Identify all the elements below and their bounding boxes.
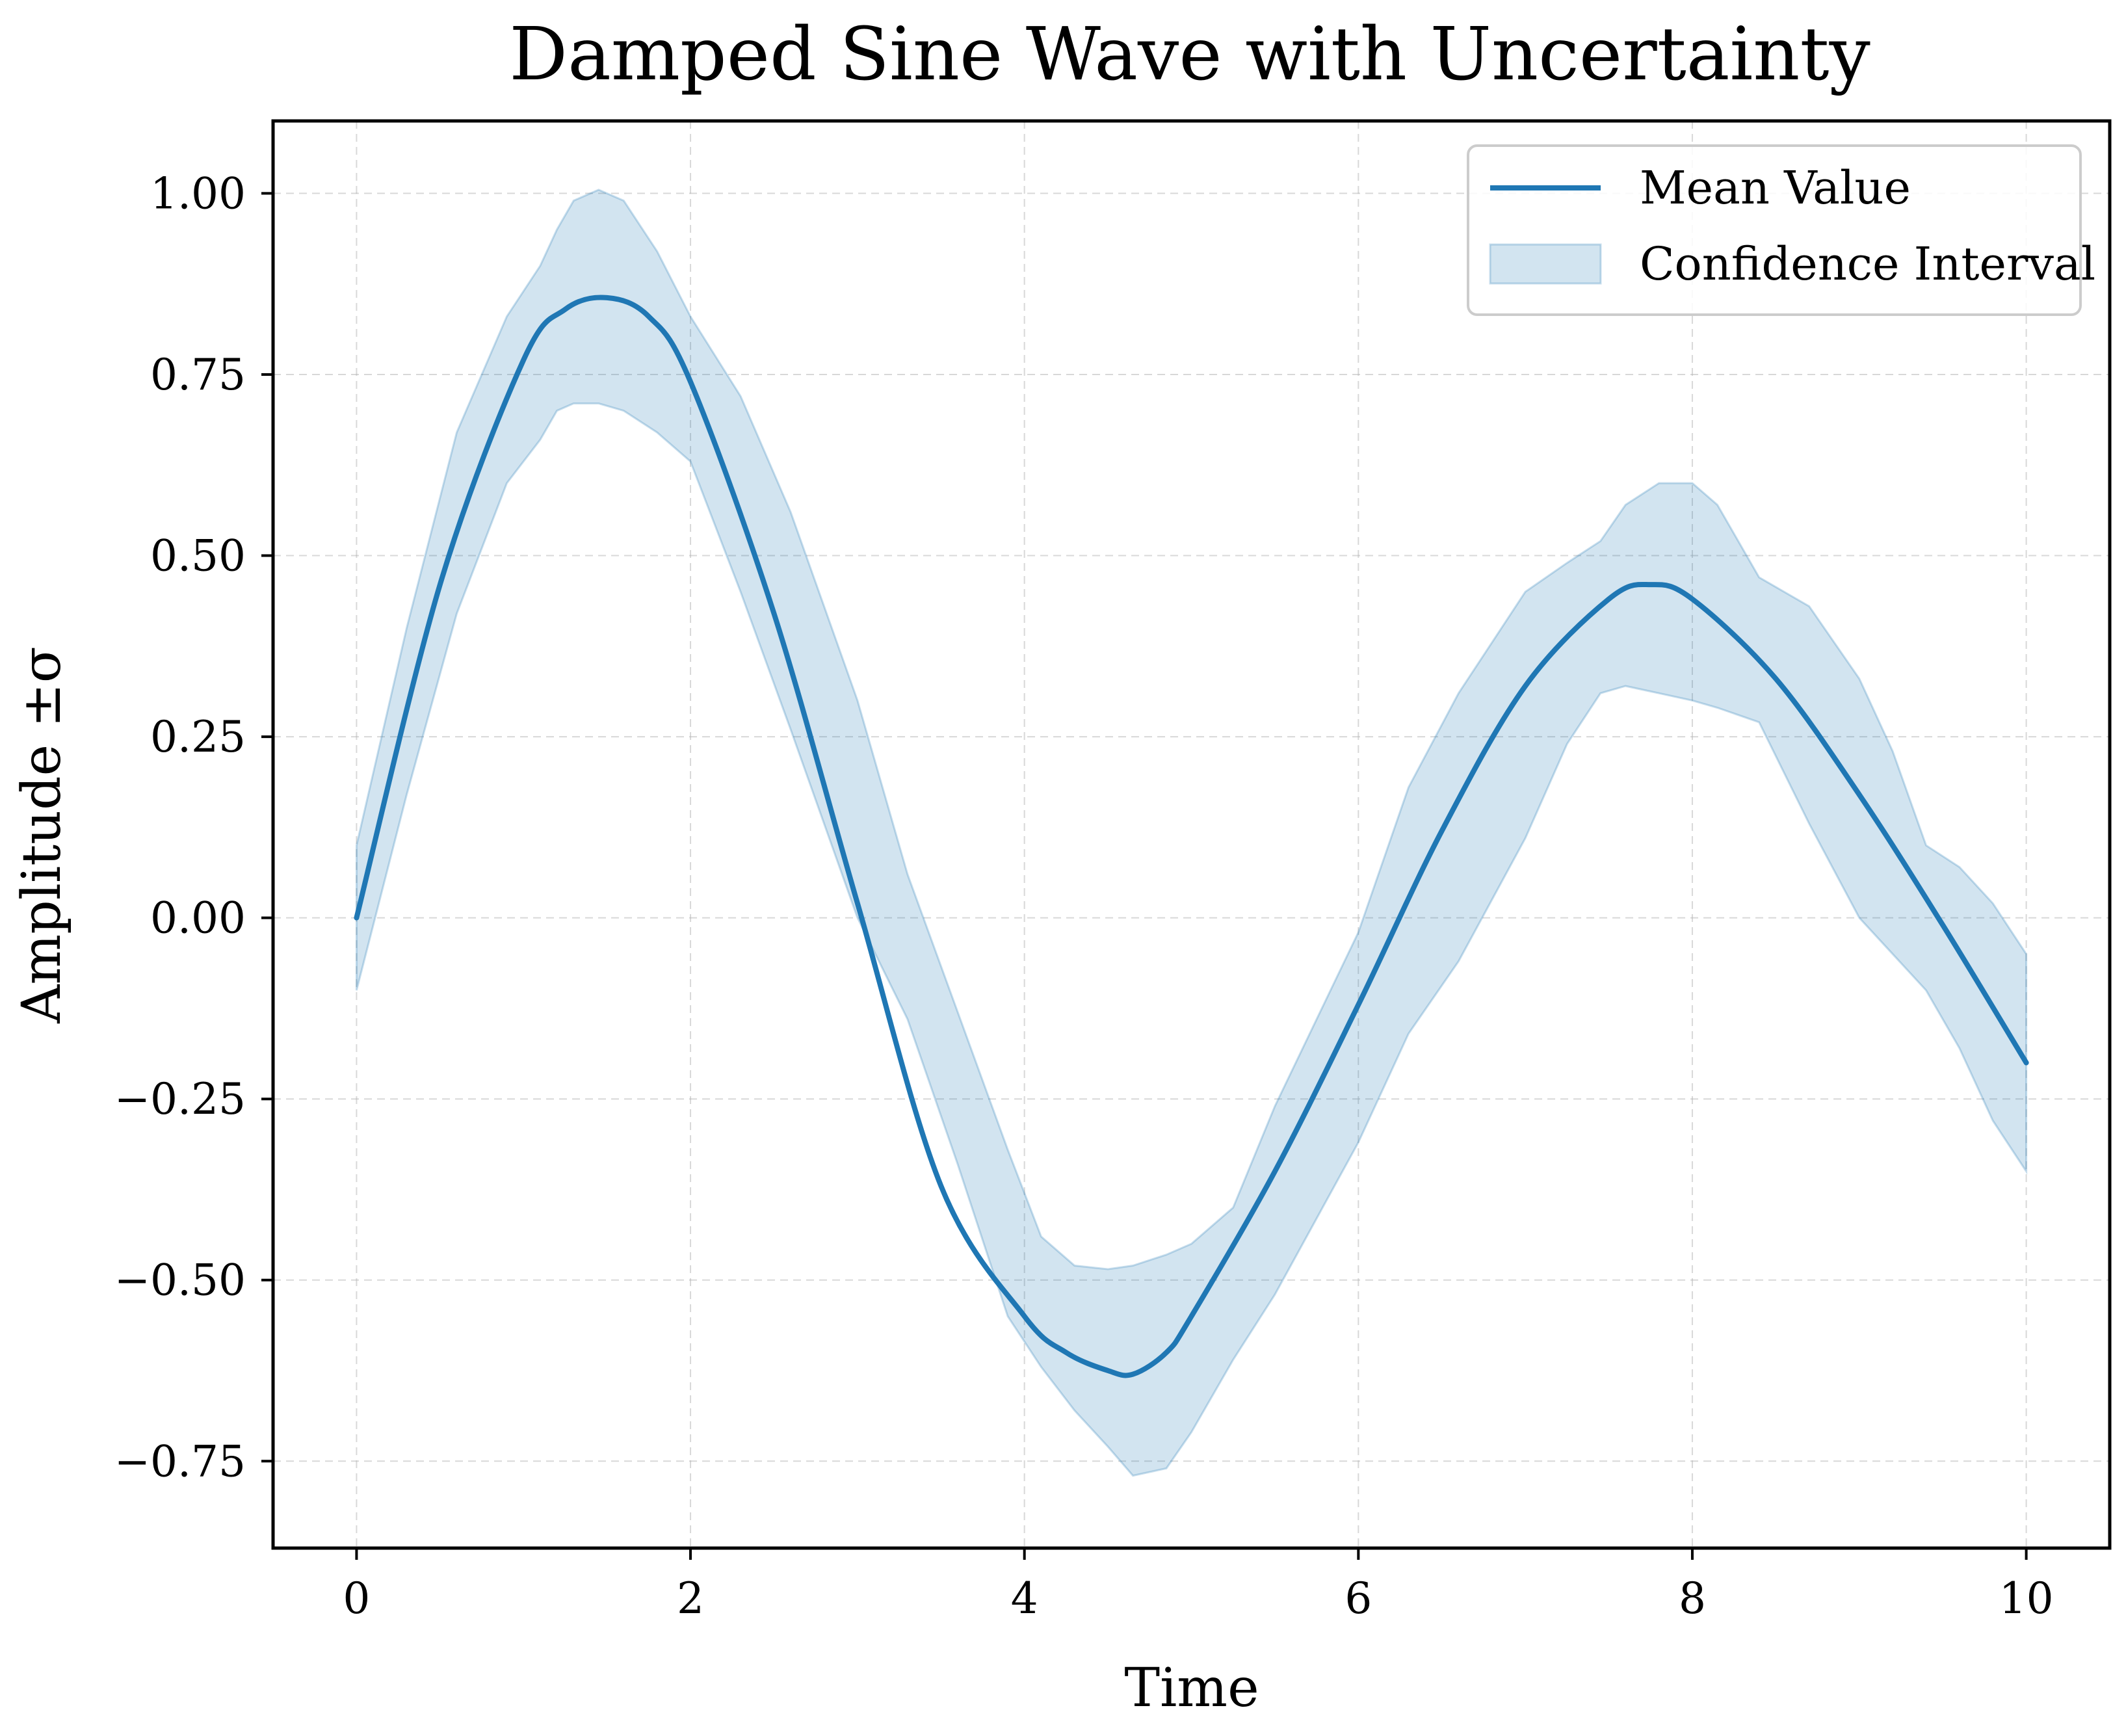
x-axis-label: Time	[1124, 1657, 1259, 1719]
x-tick-label: 4	[1011, 1573, 1038, 1624]
x-axis-ticks: 0 2 4 6 8 10	[343, 1548, 2054, 1624]
confidence-band-layer	[355, 189, 2028, 1477]
y-tick-label: 0.50	[150, 531, 246, 581]
y-tick-label: −0.25	[114, 1074, 246, 1124]
x-tick-label: 0	[343, 1573, 370, 1624]
y-axis-ticks: 1.00 0.75 0.50 0.25 0.00 −0.25 −0.50 −0.75	[114, 168, 273, 1486]
plot-frame	[271, 119, 2112, 1550]
x-tick-label: 6	[1345, 1573, 1372, 1624]
x-tick-label: 10	[1999, 1573, 2054, 1624]
x-tick-label: 8	[1679, 1573, 1706, 1624]
y-tick-label: −0.50	[114, 1256, 246, 1306]
y-tick-label: −0.75	[114, 1436, 246, 1486]
legend-swatch-confidence-interval	[1489, 243, 1602, 285]
legend: Mean Value Confidence Interval	[1467, 144, 2095, 316]
chart-title: Damped Sine Wave with Uncertainty	[509, 12, 1870, 97]
x-tick-label: 2	[677, 1573, 704, 1624]
mean-line-layer	[354, 295, 2029, 1378]
grid	[273, 121, 2110, 1548]
legend-label-confidence-interval: Confidence Interval	[1640, 237, 2095, 291]
y-tick-label: 0.75	[150, 350, 246, 400]
mean-value-line	[354, 295, 2029, 1378]
y-tick-label: 0.00	[150, 893, 246, 943]
confidence-interval-band	[355, 189, 2028, 1477]
y-tick-label: 1.00	[150, 168, 246, 218]
legend-box	[1467, 144, 2082, 316]
y-axis-label: Amplitude ±σ	[11, 646, 73, 1023]
y-tick-label: 0.25	[150, 712, 246, 762]
legend-label-mean-value: Mean Value	[1640, 161, 1911, 215]
